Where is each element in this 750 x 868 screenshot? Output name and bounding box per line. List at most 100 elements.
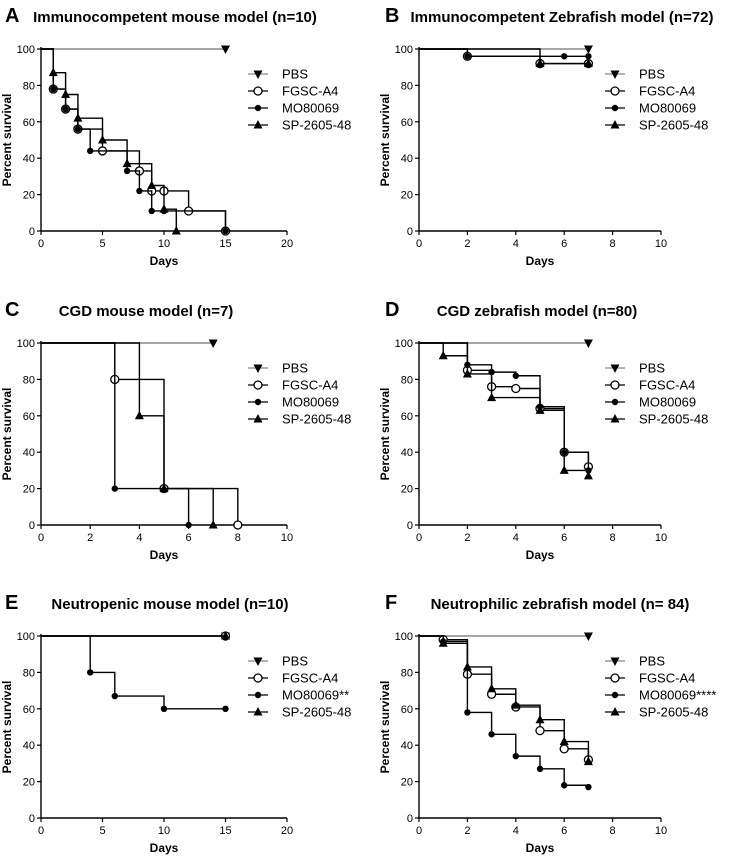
- x-tick-label: 6: [561, 532, 567, 544]
- data-point: [136, 187, 143, 195]
- legend: PBS FGSC-A4 MO80069 SP-2605-48: [248, 361, 351, 427]
- y-tick-label: 60: [401, 411, 413, 423]
- legend-label: PBS: [282, 67, 308, 82]
- panel-f: F Neutrophilic zebrafish model (n= 84)020…: [378, 592, 716, 855]
- x-tick-label: 4: [513, 825, 519, 837]
- panel-label: C: [5, 299, 19, 321]
- series-pbs: [41, 45, 230, 54]
- x-axis-label: Days: [150, 254, 179, 268]
- survival-curve: [419, 48, 589, 65]
- legend-marker: [610, 380, 620, 390]
- legend-marker: [253, 70, 263, 79]
- data-point: [134, 410, 144, 420]
- x-tick-label: 6: [561, 238, 567, 250]
- legend-marker: [610, 414, 620, 423]
- panel-label: D: [385, 299, 399, 321]
- legend-marker: [610, 120, 620, 129]
- series-pbs: [41, 632, 230, 641]
- legend: PBS FGSC-A4 MO80069 SP-2605-48: [605, 361, 708, 427]
- legend-label: MO80069****: [639, 688, 716, 703]
- legend-label: FGSC-A4: [282, 671, 338, 686]
- legend-label: SP-2605-48: [282, 412, 351, 427]
- y-tick-label: 0: [29, 813, 35, 825]
- data-point: [487, 683, 497, 693]
- data-point: [185, 521, 192, 529]
- y-tick-label: 40: [23, 740, 35, 752]
- legend-marker: [610, 364, 620, 373]
- y-tick-label: 80: [401, 80, 413, 92]
- y-tick-label: 100: [395, 338, 413, 350]
- panel-c: C CGD mouse model (n=7) 0 20 40 60 80 100 0 2 4 6 8 1…: [0, 299, 351, 562]
- data-point: [438, 350, 448, 360]
- legend: PBS FGSC-A4 MO80069** SP-2605-48: [248, 654, 351, 720]
- y-tick-label: 100: [17, 631, 35, 643]
- data-point: [512, 752, 519, 760]
- x-tick-label: 2: [464, 532, 470, 544]
- legend-label: MO80069: [282, 395, 339, 410]
- x-axis-label: Days: [526, 841, 555, 855]
- legend-label: MO80069: [282, 101, 339, 116]
- y-axis-label: Percent survival: [0, 681, 14, 774]
- legend-label: SP-2605-48: [282, 118, 351, 133]
- series-pbs: [41, 339, 218, 348]
- series-fgsc-a4: [41, 48, 231, 236]
- y-axis-label: Percent survival: [378, 681, 392, 774]
- x-tick-label: 4: [513, 532, 519, 544]
- data-point: [585, 53, 592, 60]
- data-point: [583, 756, 593, 766]
- series-pbs: [419, 339, 593, 348]
- y-tick-label: 80: [23, 374, 35, 386]
- y-tick-label: 80: [23, 80, 35, 92]
- y-tick-label: 60: [401, 117, 413, 129]
- y-tick-label: 60: [23, 704, 35, 716]
- series-mo80069: [419, 342, 592, 474]
- survival-curve: [41, 48, 177, 231]
- x-tick-label: 0: [416, 825, 422, 837]
- series-sp-2605-48: [419, 635, 593, 766]
- legend-marker: [611, 398, 619, 406]
- y-axis-label: Percent survival: [378, 94, 392, 187]
- data-point: [559, 736, 569, 746]
- y-tick-label: 60: [23, 117, 35, 129]
- series-mo80069: [419, 635, 592, 791]
- legend-label: SP-2605-48: [282, 705, 351, 720]
- y-tick-label: 20: [401, 484, 413, 496]
- data-point: [171, 226, 181, 235]
- y-tick-label: 100: [17, 338, 35, 350]
- y-tick-label: 0: [407, 520, 413, 532]
- legend-marker: [253, 120, 263, 129]
- series-sp-2605-48: [419, 342, 593, 480]
- x-axis-label: Days: [150, 841, 179, 855]
- data-point: [111, 485, 119, 492]
- panel-d: D CGD zebrafish model (n=80) 0 20 40 60 80 100 0…: [378, 299, 708, 562]
- data-point: [87, 669, 94, 676]
- legend-marker: [611, 691, 619, 699]
- legend-label: FGSC-A4: [282, 378, 338, 393]
- series-sp-2605-48: [41, 342, 218, 529]
- x-tick-label: 0: [38, 238, 44, 250]
- panel-label: A: [5, 5, 19, 27]
- data-point: [512, 372, 519, 379]
- data-point: [98, 135, 107, 144]
- legend: PBS FGSC-A4 MO80069 SP-2605-48: [248, 67, 351, 133]
- panel-title: Immunocompetent mouse model (n=10): [33, 9, 317, 26]
- data-point: [438, 638, 448, 647]
- data-point: [585, 783, 592, 791]
- panel-title: Neutropenic mouse model (n=10): [51, 596, 288, 613]
- data-point: [50, 85, 57, 93]
- data-point: [561, 782, 568, 789]
- x-tick-label: 0: [38, 532, 44, 544]
- data-point: [559, 465, 569, 474]
- survival-curve: [419, 635, 590, 762]
- legend-label: SP-2605-48: [639, 118, 708, 133]
- legend-label: FGSC-A4: [282, 84, 338, 99]
- data-point: [583, 339, 593, 348]
- y-tick-label: 20: [23, 190, 35, 202]
- data-point: [147, 180, 157, 189]
- data-point: [122, 158, 132, 168]
- series-mo80069: [41, 48, 229, 235]
- legend-label: PBS: [282, 361, 308, 376]
- survival-curve: [41, 48, 227, 231]
- x-tick-label: 20: [281, 825, 293, 837]
- y-tick-label: 80: [401, 667, 413, 679]
